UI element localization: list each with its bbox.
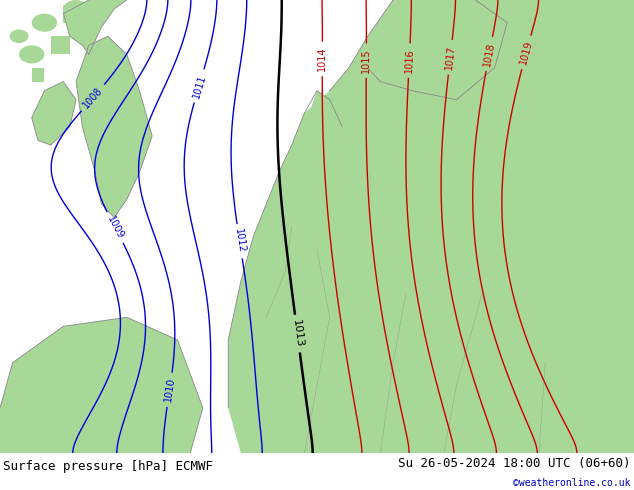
Polygon shape (368, 0, 507, 100)
Text: Su 26-05-2024 18:00 UTC (06+60): Su 26-05-2024 18:00 UTC (06+60) (398, 457, 631, 470)
Text: 1009: 1009 (105, 214, 125, 241)
Text: 1008: 1008 (81, 85, 105, 110)
Circle shape (19, 46, 44, 63)
Text: Surface pressure [hPa] ECMWF: Surface pressure [hPa] ECMWF (3, 460, 213, 473)
Text: 1014: 1014 (317, 47, 327, 71)
Polygon shape (63, 4, 82, 23)
Circle shape (32, 14, 57, 32)
Text: 1011: 1011 (191, 73, 207, 99)
Polygon shape (76, 36, 152, 218)
Text: 1018: 1018 (482, 41, 496, 67)
Circle shape (10, 29, 29, 43)
Polygon shape (304, 91, 342, 145)
Circle shape (63, 0, 89, 18)
Polygon shape (51, 36, 70, 54)
Text: 1010: 1010 (163, 377, 176, 403)
Polygon shape (63, 0, 127, 54)
Polygon shape (32, 68, 44, 81)
Text: 1012: 1012 (233, 228, 247, 254)
Polygon shape (228, 0, 634, 453)
Text: 1015: 1015 (361, 49, 372, 73)
Text: 1017: 1017 (444, 45, 456, 70)
Text: ©weatheronline.co.uk: ©weatheronline.co.uk (514, 478, 631, 489)
Polygon shape (32, 81, 76, 145)
Text: 1016: 1016 (404, 48, 415, 73)
Text: 1019: 1019 (519, 39, 534, 65)
Text: 1013: 1013 (290, 319, 304, 348)
Polygon shape (0, 318, 203, 453)
